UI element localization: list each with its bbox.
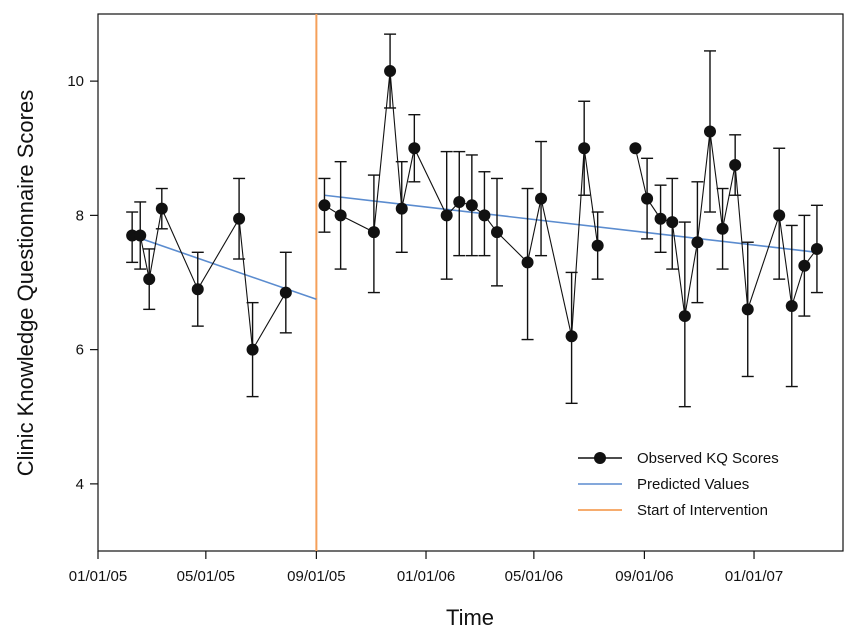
- data-point: [155, 202, 168, 215]
- data-point: [716, 222, 729, 235]
- legend-observed-label: Observed KQ Scores: [637, 450, 779, 467]
- data-point: [629, 142, 642, 155]
- predicted-lines: [131, 194, 818, 301]
- observed-line: [132, 206, 287, 352]
- y-tick-label: 6: [76, 342, 84, 359]
- data-point: [384, 65, 397, 78]
- data-point: [318, 199, 331, 212]
- data-point: [395, 202, 408, 215]
- data-point: [535, 192, 548, 205]
- data-point: [134, 229, 147, 242]
- y-tick-label: 10: [67, 73, 84, 90]
- x-tick-label: 09/01/06: [615, 568, 673, 585]
- y-axis-ticks: 4 6 8 10: [67, 73, 98, 493]
- data-point: [785, 299, 798, 312]
- data-point: [678, 310, 691, 323]
- data-point: [798, 259, 811, 272]
- data-point: [565, 330, 578, 343]
- data-point: [578, 142, 591, 155]
- data-point: [641, 192, 654, 205]
- data-point: [773, 209, 786, 222]
- data-point: [465, 199, 478, 212]
- x-axis-title: Time: [446, 605, 494, 630]
- data-point: [591, 239, 604, 252]
- data-point: [703, 125, 716, 138]
- x-tick-label: 01/01/05: [69, 568, 127, 585]
- y-tick-label: 4: [76, 476, 84, 493]
- plot-frame: [97, 13, 844, 552]
- data-point: [666, 216, 679, 229]
- data-point: [246, 343, 259, 356]
- data-point: [334, 209, 347, 222]
- data-point: [408, 142, 421, 155]
- x-tick-label: 01/01/07: [725, 568, 783, 585]
- legend-predicted-label: Predicted Values: [637, 476, 749, 493]
- data-point: [191, 283, 204, 296]
- x-tick-label: 05/01/06: [505, 568, 563, 585]
- predicted-line: [324, 194, 818, 254]
- data-point: [233, 212, 246, 225]
- data-point: [440, 209, 453, 222]
- x-axis-ticks: 01/01/05 05/01/05 09/01/05 01/01/06 05/01/06…: [69, 551, 783, 585]
- data-point: [741, 303, 754, 316]
- y-tick-label: 8: [76, 207, 84, 224]
- data-point: [521, 256, 534, 269]
- data-point: [729, 159, 742, 172]
- observed-line: [324, 71, 599, 337]
- data-point: [654, 212, 667, 225]
- y-axis-title: Clinic Knowledge Questionnaire Scores: [13, 90, 38, 476]
- legend-observed-marker: [594, 452, 606, 464]
- data-point: [491, 226, 504, 239]
- data-point: [691, 236, 704, 249]
- data-point: [279, 286, 292, 299]
- legend-intervention-label: Start of Intervention: [637, 502, 768, 519]
- x-tick-label: 01/01/06: [397, 568, 455, 585]
- x-tick-label: 05/01/05: [177, 568, 235, 585]
- observed-series: [126, 33, 823, 408]
- x-tick-label: 09/01/05: [287, 568, 345, 585]
- data-point: [367, 226, 380, 239]
- data-point: [143, 273, 156, 286]
- data-point: [453, 195, 466, 208]
- data-point: [478, 209, 491, 222]
- legend: Observed KQ Scores Predicted Values Star…: [578, 450, 779, 519]
- data-point: [810, 242, 823, 255]
